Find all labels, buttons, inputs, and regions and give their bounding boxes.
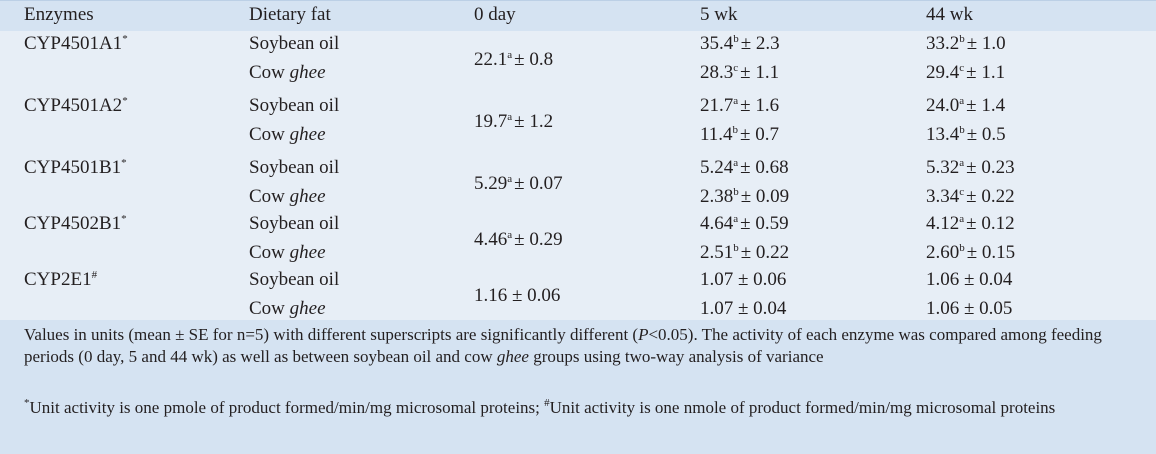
wk5-value: 5.24a ± 0.68 bbox=[700, 157, 789, 178]
wk44-value: 1.06 ± 0.04 bbox=[926, 269, 1013, 290]
day0-value: 1.16 ± 0.06 bbox=[474, 285, 561, 306]
table-footnotes: Values in units (mean ± SE for n=5) with… bbox=[0, 320, 1156, 454]
wk44-value: 13.4b ± 0.5 bbox=[926, 124, 1006, 145]
wk5-value: 2.38b ± 0.09 bbox=[700, 186, 790, 207]
dietary-fat: Cow ghee bbox=[249, 242, 326, 263]
wk44-value: 29.4c ± 1.1 bbox=[926, 62, 1006, 83]
header-0-day: 0 day bbox=[474, 4, 516, 25]
wk5-value: 21.7a ± 1.6 bbox=[700, 95, 780, 116]
header-dietary-fat: Dietary fat bbox=[249, 4, 331, 25]
footnote-significance: Values in units (mean ± SE for n=5) with… bbox=[24, 325, 1102, 366]
wk5-value: 2.51b ± 0.22 bbox=[700, 242, 790, 263]
table-header: Enzymes Dietary fat 0 day 5 wk 44 wk bbox=[0, 0, 1156, 31]
wk44-value: 5.32a ± 0.23 bbox=[926, 157, 1015, 178]
day0-value: 22.1a ± 0.8 bbox=[474, 49, 554, 70]
wk44-value: 1.06 ± 0.05 bbox=[926, 298, 1013, 319]
wk44-value: 3.34c ± 0.22 bbox=[926, 186, 1015, 207]
footnote-units: *Unit activity is one pmole of product f… bbox=[24, 397, 1056, 418]
wk5-value: 28.3c ± 1.1 bbox=[700, 62, 780, 83]
wk44-value: 33.2b ± 1.0 bbox=[926, 33, 1006, 54]
dietary-fat: Soybean oil bbox=[249, 213, 340, 234]
dietary-fat: Soybean oil bbox=[249, 269, 340, 290]
wk44-value: 24.0a ± 1.4 bbox=[926, 95, 1006, 116]
enzyme-name: CYP4501A1* bbox=[24, 33, 128, 54]
day0-value: 19.7a ± 1.2 bbox=[474, 111, 554, 132]
dietary-fat: Cow ghee bbox=[249, 62, 326, 83]
wk44-value: 4.12a ± 0.12 bbox=[926, 213, 1015, 234]
enzyme-name: CYP4501B1* bbox=[24, 157, 127, 178]
enzyme-name: CYP4502B1* bbox=[24, 213, 127, 234]
header-enzymes: Enzymes bbox=[24, 4, 94, 25]
wk5-value: 1.07 ± 0.06 bbox=[700, 269, 787, 290]
dietary-fat: Cow ghee bbox=[249, 124, 326, 145]
dietary-fat: Cow ghee bbox=[249, 298, 326, 319]
header-44-wk: 44 wk bbox=[926, 4, 973, 25]
dietary-fat: Soybean oil bbox=[249, 157, 340, 178]
dietary-fat: Cow ghee bbox=[249, 186, 326, 207]
day0-value: 4.46a ± 0.29 bbox=[474, 229, 563, 250]
dietary-fat: Soybean oil bbox=[249, 33, 340, 54]
wk5-value: 4.64a ± 0.59 bbox=[700, 213, 789, 234]
day0-value: 5.29a ± 0.07 bbox=[474, 173, 563, 194]
enzyme-name: CYP4501A2* bbox=[24, 95, 128, 116]
wk5-value: 11.4b ± 0.7 bbox=[700, 124, 779, 145]
dietary-fat: Soybean oil bbox=[249, 95, 340, 116]
wk44-value: 2.60b ± 0.15 bbox=[926, 242, 1016, 263]
wk5-value: 1.07 ± 0.04 bbox=[700, 298, 787, 319]
wk5-value: 35.4b ± 2.3 bbox=[700, 33, 780, 54]
header-5-wk: 5 wk bbox=[700, 4, 738, 25]
enzyme-name: CYP2E1# bbox=[24, 269, 98, 290]
